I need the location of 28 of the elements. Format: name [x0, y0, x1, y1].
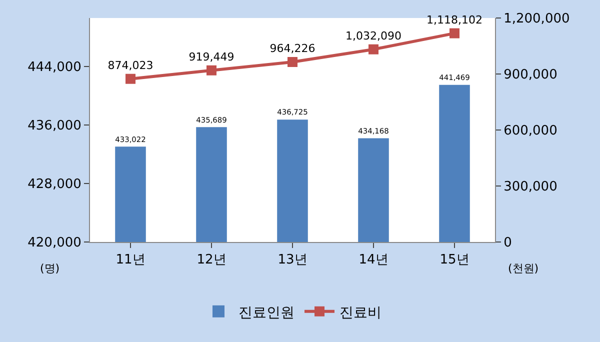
x-tick-label: 12년 — [196, 252, 226, 268]
data-label: 1,032,090 — [346, 29, 402, 42]
data-label: 1,118,102 — [426, 13, 482, 26]
y2-tick-label: 1,200,000 — [504, 12, 570, 27]
x-tick-label: 11년 — [116, 252, 146, 268]
point — [288, 57, 298, 68]
y-tick-label: 428,000 — [28, 176, 82, 192]
y2-tick-label: 300,000 — [504, 180, 558, 195]
data-label: 964,226 — [270, 42, 316, 56]
x-tick-label: 15년 — [440, 252, 470, 268]
x-tick-label: 13년 — [278, 252, 308, 268]
y2-tick-label: 0 — [504, 236, 512, 251]
data-label: 874,023 — [108, 58, 154, 72]
y-axis-title: (명) — [40, 262, 60, 275]
y2-tick-label: 600,000 — [504, 124, 558, 139]
point — [368, 44, 378, 54]
data-label: 919,449 — [188, 50, 234, 64]
point — [450, 28, 460, 38]
y-tick-label: 444,000 — [28, 60, 82, 75]
y2-axis-title: (천원) — [508, 262, 539, 275]
point — [126, 74, 136, 84]
legend-label: 진료비 — [340, 304, 382, 321]
legend-label: 진료인원 — [238, 304, 294, 321]
y-tick-label: 436,000 — [28, 118, 82, 134]
x-tick-label: 14년 — [358, 252, 388, 268]
y-tick-label: 420,000 — [28, 236, 82, 251]
point — [206, 65, 216, 76]
y2-tick-label: 900,000 — [504, 68, 558, 83]
